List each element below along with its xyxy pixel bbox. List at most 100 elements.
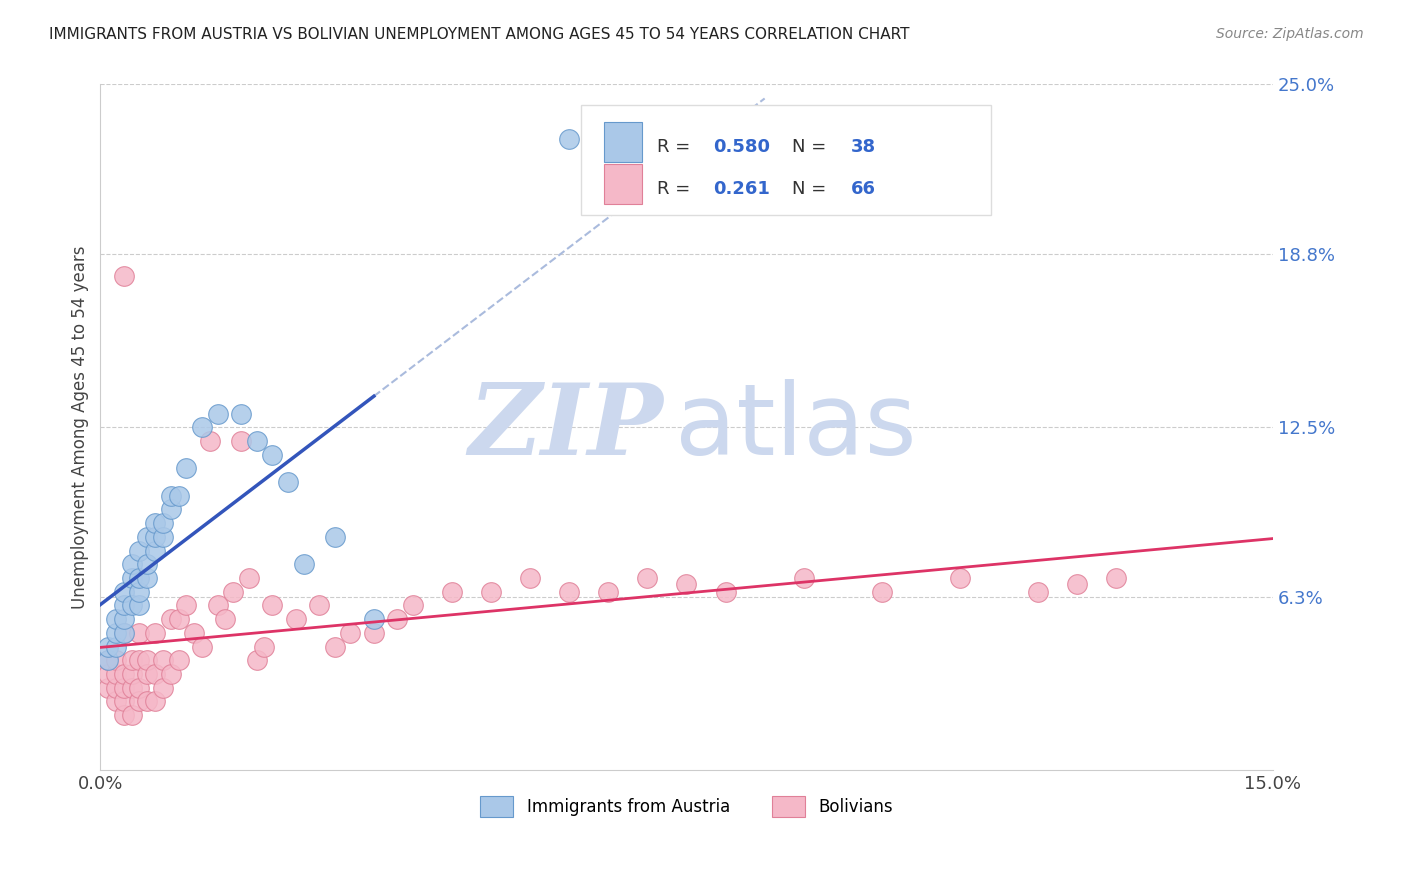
Point (159, 667, 181, 681)
Point (159, 489, 181, 503)
Point (207, 407, 229, 421)
Point (136, 558, 159, 572)
FancyBboxPatch shape (605, 164, 643, 204)
Point (152, 530, 174, 544)
Point (176, 599, 198, 613)
Point (253, 640, 276, 654)
Point (1066, 576, 1088, 591)
Point (112, 626, 135, 640)
Point (104, 626, 127, 640)
Point (128, 584, 150, 599)
Text: atlas: atlas (675, 379, 917, 475)
Point (229, 407, 252, 421)
Point (128, 543, 150, 558)
Point (104, 653, 127, 667)
Point (104, 681, 127, 695)
Point (519, 571, 541, 585)
Point (558, 584, 581, 599)
Point (97, 681, 120, 695)
Point (308, 599, 330, 613)
Point (675, 576, 697, 591)
Point (143, 667, 166, 681)
Point (714, 584, 737, 599)
Point (128, 694, 150, 708)
Y-axis label: Unemployment Among Ages 45 to 54 years: Unemployment Among Ages 45 to 54 years (72, 245, 89, 609)
Point (97, 653, 120, 667)
Point (167, 489, 190, 503)
Point (112, 667, 135, 681)
Point (238, 571, 260, 585)
Point (207, 599, 229, 613)
Point (104, 694, 127, 708)
Point (143, 694, 166, 708)
Point (339, 626, 361, 640)
Point (1105, 571, 1128, 585)
Point (112, 681, 135, 695)
Point (363, 626, 385, 640)
Point (262, 599, 284, 613)
Point (159, 612, 181, 626)
Point (183, 626, 205, 640)
Point (121, 708, 143, 723)
Point (97, 667, 120, 681)
Point (128, 653, 150, 667)
Legend: Immigrants from Austria, Bolivians: Immigrants from Austria, Bolivians (474, 789, 900, 823)
Point (104, 640, 127, 654)
Text: N =: N = (792, 138, 832, 156)
Point (191, 420, 214, 434)
Text: 38: 38 (851, 138, 876, 156)
Text: 0.580: 0.580 (713, 138, 770, 156)
Point (558, 132, 581, 146)
Point (112, 269, 135, 284)
Point (479, 584, 502, 599)
Point (128, 681, 150, 695)
Point (441, 584, 464, 599)
Point (284, 612, 307, 626)
Point (598, 584, 620, 599)
Point (128, 571, 150, 585)
Point (793, 571, 815, 585)
Point (277, 475, 299, 489)
Text: ZIP: ZIP (468, 379, 664, 475)
Point (121, 599, 143, 613)
Point (136, 530, 159, 544)
Point (292, 558, 315, 572)
Point (143, 626, 166, 640)
Text: IMMIGRANTS FROM AUSTRIA VS BOLIVIAN UNEMPLOYMENT AMONG AGES 45 TO 54 YEARS CORRE: IMMIGRANTS FROM AUSTRIA VS BOLIVIAN UNEM… (49, 27, 910, 42)
Point (222, 584, 245, 599)
Point (246, 653, 269, 667)
Point (1026, 584, 1049, 599)
Point (121, 667, 143, 681)
Text: N =: N = (792, 180, 832, 198)
Text: R =: R = (657, 138, 696, 156)
Point (97, 653, 120, 667)
Point (870, 584, 893, 599)
Text: Source: ZipAtlas.com: Source: ZipAtlas.com (1216, 27, 1364, 41)
Point (262, 448, 284, 462)
Point (136, 667, 159, 681)
Point (214, 612, 236, 626)
Point (121, 681, 143, 695)
FancyBboxPatch shape (605, 121, 643, 162)
Point (191, 640, 214, 654)
Point (136, 571, 159, 585)
Text: R =: R = (657, 180, 702, 198)
Point (121, 558, 143, 572)
Point (128, 599, 150, 613)
Point (152, 516, 174, 531)
Point (167, 612, 190, 626)
Point (949, 571, 972, 585)
Point (387, 612, 409, 626)
Point (167, 653, 190, 667)
FancyBboxPatch shape (581, 105, 991, 215)
Point (323, 640, 346, 654)
Point (636, 571, 658, 585)
Point (104, 667, 127, 681)
Point (112, 584, 135, 599)
Point (128, 626, 150, 640)
Point (229, 434, 252, 448)
Point (323, 530, 346, 544)
Point (112, 599, 135, 613)
Point (112, 612, 135, 626)
Point (363, 612, 385, 626)
